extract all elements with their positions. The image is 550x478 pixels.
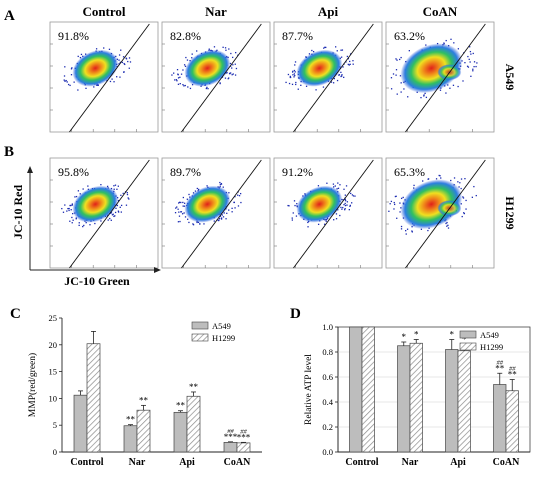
bar-h1299 xyxy=(409,342,423,453)
flow-condition-header: Api xyxy=(318,4,339,19)
legend-swatch xyxy=(191,321,209,330)
bar-h1299 xyxy=(457,350,471,453)
cell-line-label: H1299 xyxy=(503,196,517,229)
gate-percentage: 91.2% xyxy=(282,165,313,179)
flow-cytometry-grid: Control Nar Api CoAN A549 91.8% 82.8% 87.7% 63.2… xyxy=(49,4,517,269)
bar-a549 xyxy=(223,442,238,453)
legend: A549 H1299 xyxy=(191,321,235,343)
gate-percentage: 91.8% xyxy=(58,29,89,43)
y-tick-label: 0.8 xyxy=(322,347,333,357)
x-tick-label: Api xyxy=(450,457,466,468)
flow-plot: 89.7% xyxy=(161,157,271,269)
significance-marker: *** xyxy=(237,432,251,442)
flow-plot: 65.3% xyxy=(385,157,495,269)
gate-percentage: 65.3% xyxy=(394,165,425,179)
y-tick-label: 0.2 xyxy=(322,422,333,432)
legend-label: H1299 xyxy=(212,333,235,343)
bar-h1299 xyxy=(361,326,375,453)
significance-marker: * xyxy=(402,332,407,342)
y-axis-label: MMP(red/green) xyxy=(27,353,38,417)
flow-condition-header: Nar xyxy=(205,4,227,19)
significance-marker: ## xyxy=(497,359,504,366)
significance-marker: ## xyxy=(509,366,516,373)
x-tick-label: CoAN xyxy=(224,457,251,468)
cell-line-label: A549 xyxy=(503,64,517,91)
gate-percentage: 82.8% xyxy=(170,29,201,43)
bar-h1299 xyxy=(505,390,519,453)
gate-percentage: 63.2% xyxy=(394,29,425,43)
significance-marker: ## xyxy=(227,428,234,435)
legend-label: H1299 xyxy=(480,342,503,352)
bar-h1299 xyxy=(136,409,151,453)
bar-a549 xyxy=(73,394,88,453)
panel-letter-c: C xyxy=(10,306,21,322)
significance-marker: * xyxy=(414,330,419,340)
significance-marker: ** xyxy=(176,401,186,411)
significance-marker: ** xyxy=(189,382,199,392)
significance-marker: ** xyxy=(495,363,505,373)
gate-percentage: 89.7% xyxy=(170,165,201,179)
bar-h1299 xyxy=(186,395,201,453)
flow-plot: 63.2% xyxy=(385,21,495,133)
y-tick-label: 0.6 xyxy=(322,372,333,382)
bar-h1299 xyxy=(236,442,251,453)
x-tick-label: CoAN xyxy=(493,457,520,468)
significance-marker: ** xyxy=(508,370,518,380)
bar-a549 xyxy=(173,411,188,453)
x-tick-label: Control xyxy=(70,457,103,468)
significance-marker: * xyxy=(450,330,455,340)
gate-percentage: 87.7% xyxy=(282,29,313,43)
legend: A549 H1299 xyxy=(459,330,503,352)
significance-marker: ** xyxy=(139,395,149,405)
legend-swatch xyxy=(459,330,477,339)
y-tick-label: 15 xyxy=(49,367,58,377)
flow-plot: 91.2% xyxy=(273,157,383,269)
bar-a549 xyxy=(493,384,507,453)
y-tick-label: 20 xyxy=(49,340,58,350)
x-tick-label: Nar xyxy=(129,457,146,468)
y-tick-label: 0.4 xyxy=(322,397,333,407)
legend-swatch xyxy=(191,333,209,342)
flow-y-axis-label: JC-10 Red xyxy=(11,185,25,240)
y-axis-label: Relative ATP level xyxy=(304,354,314,425)
y-tick-label: 0 xyxy=(53,447,57,457)
legend-swatch xyxy=(459,342,477,351)
gate-percentage: 95.8% xyxy=(58,165,89,179)
flow-condition-header: CoAN xyxy=(423,4,458,19)
y-tick-label: 10 xyxy=(49,393,58,403)
bar-a549 xyxy=(445,349,459,453)
significance-marker: ** xyxy=(126,415,136,425)
y-tick-label: 25 xyxy=(49,313,58,323)
y-tick-label: 0.0 xyxy=(322,447,333,457)
flow-plot: 82.8% xyxy=(161,21,271,133)
legend-label: A549 xyxy=(480,330,499,340)
significance-marker: * xyxy=(462,335,467,345)
flow-condition-header: Control xyxy=(82,4,125,19)
legend-label: A549 xyxy=(212,321,231,331)
x-tick-label: Nar xyxy=(402,457,419,468)
y-tick-label: 1.0 xyxy=(322,322,333,332)
bar-a549 xyxy=(397,345,411,453)
flow-x-axis-label: JC-10 Green xyxy=(64,274,130,288)
x-tick-label: Control xyxy=(345,457,378,468)
flow-plot: 87.7% xyxy=(273,21,383,133)
bar-a549 xyxy=(349,326,363,453)
bar-a549 xyxy=(123,425,138,453)
panel-letter-d: D xyxy=(290,306,301,322)
y-tick-label: 5 xyxy=(53,420,57,430)
significance-marker: *** xyxy=(224,432,238,442)
bar-h1299 xyxy=(86,343,101,453)
flow-plot: 95.8% xyxy=(49,157,159,269)
significance-marker: ## xyxy=(240,428,247,435)
x-tick-label: Api xyxy=(179,457,195,468)
chart-atp: 0.0 0.2 0.4 0.6 0.8 1.0 Relative ATP level Cont… xyxy=(304,322,531,468)
flow-axes: JC-10 Red JC-10 Green xyxy=(11,166,161,288)
flow-plot: 91.8% xyxy=(49,21,159,133)
panel-letter-a: A xyxy=(4,8,15,24)
panel-letter-b: B xyxy=(4,144,14,160)
